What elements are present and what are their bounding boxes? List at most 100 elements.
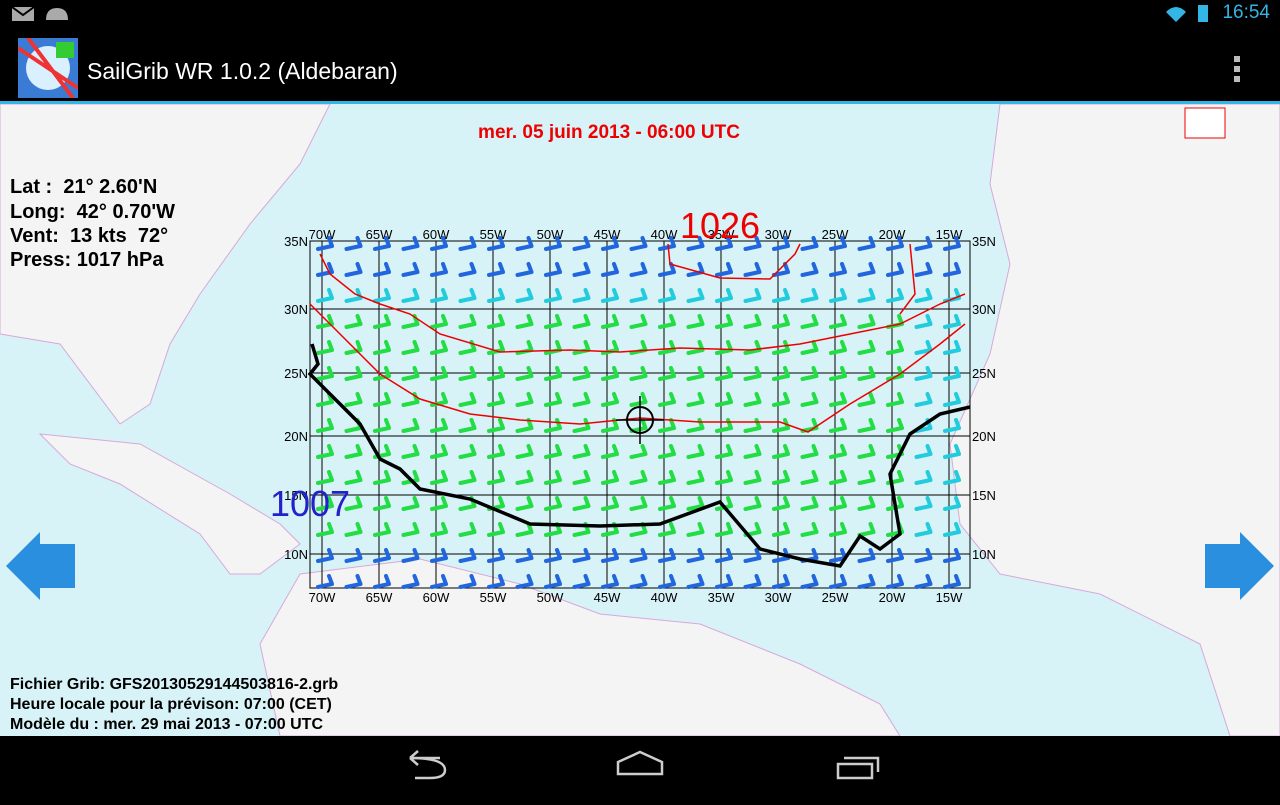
wind-barb (857, 236, 876, 251)
lon-label-bottom: 50W (537, 590, 564, 605)
wind-barb (487, 314, 505, 329)
wind-barb (857, 262, 876, 277)
wind-barb (572, 444, 591, 459)
wind-barb (943, 236, 961, 251)
wind-barb (686, 236, 705, 251)
prev-arrow[interactable] (6, 532, 75, 600)
wind-barb (914, 340, 933, 355)
wind-barb (572, 288, 591, 303)
wind-barb (373, 392, 391, 407)
wind-barb (715, 574, 733, 589)
recents-button[interactable] (836, 756, 880, 780)
grib-file: Fichier Grib: GFS20130529144503816-2.grb (10, 676, 339, 693)
wind-barb (914, 288, 933, 303)
back-button[interactable] (409, 750, 447, 780)
wind-barb (430, 496, 448, 511)
wind-barb (601, 314, 619, 329)
wind-barb (857, 366, 876, 381)
wind-barb (743, 548, 762, 563)
wind-barb (658, 392, 676, 407)
tide-icon[interactable] (1184, 107, 1226, 139)
wind-barb (515, 444, 534, 459)
wind-barb (715, 236, 733, 251)
wind-barb (943, 444, 961, 459)
wind-barb (458, 366, 477, 381)
wind-barb (743, 470, 762, 485)
lon-label-bottom: 15W (936, 590, 963, 605)
lat-label-left: 10N (284, 547, 308, 562)
next-arrow[interactable] (1205, 532, 1274, 600)
lat-lon-grid: 70W 70W 65W 65W 60W 60W 55W 55W 50W 50W 45W 45W 40W 4… (284, 227, 996, 605)
wind-barb (458, 262, 477, 277)
wind-barb (344, 548, 363, 563)
wind-barb (572, 314, 591, 329)
lon-label-top: 40W (651, 227, 678, 242)
map-view[interactable]: 70W 70W 65W 65W 60W 60W 55W 55W 50W 50W 45W 45W 40W 4… (0, 103, 1280, 737)
wind-barb (515, 548, 534, 563)
wind-barb (658, 314, 676, 329)
wind-barb (715, 288, 733, 303)
wind-barb (772, 470, 790, 485)
wind-barb (601, 392, 619, 407)
wind-barb (629, 574, 648, 589)
wind-barb (800, 340, 819, 355)
wind-barb (943, 262, 961, 277)
wind-barb (629, 470, 648, 485)
wind-barb (800, 496, 819, 511)
wind-barb (344, 236, 363, 251)
wind-barb (772, 236, 790, 251)
app-icon[interactable] (18, 38, 78, 98)
wind-barb (943, 366, 961, 381)
wind-barb (544, 470, 562, 485)
wind-barb (601, 236, 619, 251)
wind-barb (515, 470, 534, 485)
overflow-menu[interactable] (1230, 54, 1244, 84)
wind-barb (857, 522, 876, 537)
wind-barb (572, 262, 591, 277)
wind-barb (829, 444, 847, 459)
lon-label-bottom: 60W (423, 590, 450, 605)
wind-barb (572, 366, 591, 381)
wind-barb (914, 470, 933, 485)
info-pressure: Press: 1017 hPa (10, 249, 164, 271)
wind-barb (800, 288, 819, 303)
wind-barb (487, 366, 505, 381)
wind-barb (430, 366, 448, 381)
wind-barb (458, 522, 477, 537)
wind-barb (914, 236, 933, 251)
home-button[interactable] (616, 750, 664, 776)
wind-barb (316, 444, 334, 459)
info-lat: Lat : 21° 2.60'N (10, 176, 158, 198)
wind-barb (572, 574, 591, 589)
wind-barb (772, 522, 790, 537)
land-north-america (0, 103, 331, 425)
wind-barb (430, 340, 448, 355)
wind-barb (886, 418, 904, 433)
wind-barb (857, 574, 876, 589)
wind-barb (772, 314, 790, 329)
wind-barb (344, 340, 363, 355)
wind-barb (829, 418, 847, 433)
lon-label-top: 25W (822, 227, 849, 242)
wind-barb (658, 366, 676, 381)
android-icon (46, 8, 68, 20)
wind-barb (857, 496, 876, 511)
wind-barb (316, 522, 334, 537)
wind-barb (629, 236, 648, 251)
wind-barb (515, 496, 534, 511)
wind-barb (316, 470, 334, 485)
lat-label-left: 30N (284, 302, 308, 317)
wind-barb (629, 392, 648, 407)
wind-barb (886, 262, 904, 277)
wind-barb (629, 366, 648, 381)
wind-barb (373, 366, 391, 381)
wind-barb (658, 548, 676, 563)
wind-barb (686, 522, 705, 537)
wind-barb (715, 522, 733, 537)
wind-barb (544, 262, 562, 277)
wind-barb (458, 288, 477, 303)
wind-barb (857, 392, 876, 407)
wind-barb (829, 522, 847, 537)
wind-barb (458, 444, 477, 459)
wind-barb (857, 470, 876, 485)
